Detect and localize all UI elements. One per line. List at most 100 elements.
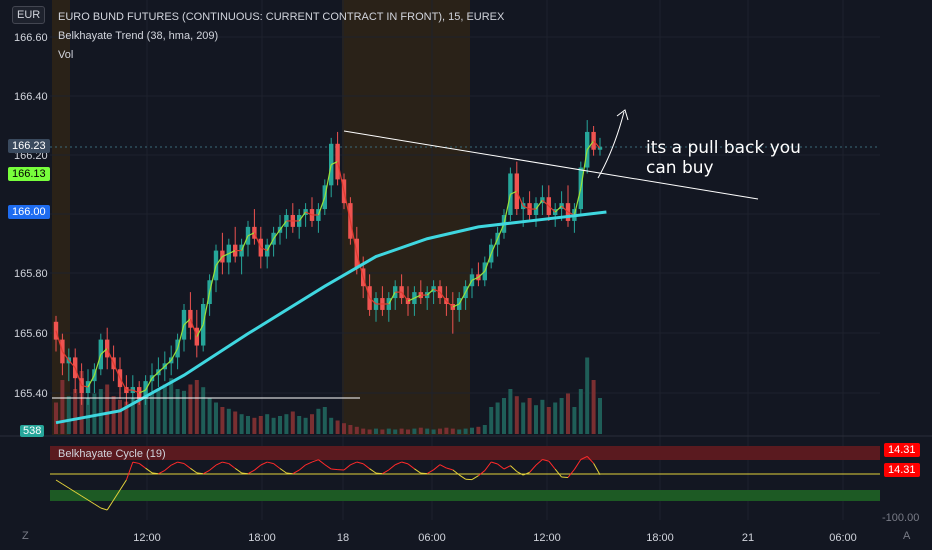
cycle-segment bbox=[100, 507, 108, 511]
cycle-segment bbox=[119, 479, 127, 491]
thin-trend-segment bbox=[189, 318, 198, 337]
thin-trend-segment bbox=[426, 288, 435, 296]
session-band bbox=[342, 0, 470, 435]
cycle-segment bbox=[132, 461, 140, 464]
cycle-oscillator bbox=[50, 446, 880, 511]
volume-bar bbox=[559, 398, 564, 434]
thin-trend-segment bbox=[586, 140, 595, 151]
cycle-segment bbox=[573, 459, 582, 470]
cycle-segment bbox=[369, 468, 377, 474]
volume-bar bbox=[92, 393, 97, 434]
cycle-segment bbox=[548, 460, 556, 470]
blue-price-badge: 166.00 bbox=[8, 205, 50, 219]
cycle-segment bbox=[491, 461, 498, 465]
cycle-segment bbox=[202, 469, 210, 475]
thin-trend-segment bbox=[273, 229, 281, 240]
volume-bar bbox=[201, 387, 206, 434]
cycle-segment bbox=[234, 467, 242, 474]
volume-bar bbox=[297, 416, 302, 434]
cycle-segment bbox=[190, 467, 198, 474]
cycle-segment bbox=[151, 472, 159, 475]
volume-bar bbox=[98, 389, 103, 434]
thin-trend-segment bbox=[100, 348, 108, 355]
thin-trend-segment bbox=[106, 348, 115, 364]
thin-trend-segment bbox=[554, 205, 563, 213]
cycle-segment bbox=[542, 459, 549, 462]
volume-bar bbox=[310, 414, 314, 434]
thin-trend-segment bbox=[516, 191, 524, 207]
cycle-segment bbox=[452, 469, 460, 476]
cycle-segment bbox=[439, 464, 447, 469]
volume-bar bbox=[233, 411, 238, 434]
thin-trend-segment bbox=[548, 205, 556, 213]
thin-trend-segment bbox=[573, 188, 582, 216]
volume-bar bbox=[60, 380, 65, 434]
volume-bar bbox=[386, 428, 391, 434]
cycle-segment bbox=[375, 472, 383, 475]
cycle-segment bbox=[395, 461, 402, 466]
volume-bar bbox=[527, 398, 532, 434]
volume-bar bbox=[578, 389, 583, 434]
timezone-toggle[interactable]: Z bbox=[22, 530, 29, 542]
oscillator-scale-label: -100.00 bbox=[882, 512, 920, 524]
cycle-segment bbox=[554, 468, 562, 478]
auto-scale-toggle[interactable]: A bbox=[903, 530, 911, 542]
volume-label[interactable]: Vol bbox=[58, 49, 74, 61]
overbought-zone bbox=[50, 446, 880, 460]
volume-bar bbox=[290, 411, 295, 434]
thin-trend-segment bbox=[151, 371, 159, 379]
x-tick-label: 21 bbox=[742, 532, 754, 544]
annotation-line-2: can buy bbox=[646, 158, 714, 178]
thin-trend-segment bbox=[74, 367, 83, 386]
thin-trend-segment bbox=[202, 292, 211, 325]
thin-trend-segment bbox=[279, 220, 287, 231]
volume-bar bbox=[143, 381, 148, 434]
cycle-segment bbox=[414, 468, 422, 474]
thin-trend-segment bbox=[145, 377, 153, 391]
cycle-segment bbox=[74, 491, 82, 497]
y-tick-label: 166.60 bbox=[14, 32, 48, 44]
cycle-segment bbox=[222, 461, 229, 465]
cycle-segment bbox=[433, 464, 441, 471]
thin-trend-segment bbox=[68, 359, 76, 369]
volume-bar bbox=[188, 384, 193, 434]
volume-bar bbox=[118, 399, 122, 434]
volume-bar bbox=[182, 390, 186, 434]
volume-bar bbox=[393, 429, 398, 434]
cycle-segment bbox=[286, 472, 293, 475]
thin-trend-segment bbox=[458, 291, 467, 305]
cycle-segment bbox=[586, 456, 594, 464]
thin-trend-segment bbox=[222, 253, 230, 258]
volume-bar bbox=[162, 384, 167, 434]
volume-bar bbox=[335, 420, 340, 434]
volume-bar bbox=[425, 428, 430, 434]
thin-trend-segment bbox=[439, 291, 447, 302]
thin-trend-segment bbox=[490, 238, 499, 254]
thin-trend-segment bbox=[138, 389, 146, 394]
currency-button[interactable]: EUR bbox=[12, 6, 46, 24]
cycle-segment bbox=[228, 463, 236, 469]
thin-trend-segment bbox=[164, 359, 172, 367]
volume-bar bbox=[329, 417, 334, 434]
cycle-segment bbox=[529, 464, 537, 473]
thin-trend-segment bbox=[407, 297, 415, 302]
annotation-text: its a pull back you can buy bbox=[646, 138, 801, 178]
volume-bar bbox=[246, 416, 250, 434]
thin-trend-segment bbox=[247, 232, 255, 237]
oscillator-label[interactable]: Belkhayate Cycle (19) bbox=[58, 448, 166, 460]
cycle-segment bbox=[183, 463, 191, 469]
volume-bars bbox=[54, 357, 602, 434]
thin-trend-segment bbox=[157, 365, 166, 373]
thin-trend-segment bbox=[561, 205, 569, 213]
thin-trend-segment bbox=[337, 161, 345, 192]
indicator-label[interactable]: Belkhayate Trend (38, hma, 209) bbox=[58, 30, 219, 42]
thin-trend-segment bbox=[522, 205, 530, 210]
trend-line-layer bbox=[55, 140, 607, 425]
candle-body bbox=[188, 309, 193, 328]
cycle-segment bbox=[267, 461, 274, 465]
cycle-segment bbox=[535, 459, 543, 466]
thin-trend-segment bbox=[510, 190, 518, 195]
volume-bar bbox=[278, 416, 282, 434]
volume-bar bbox=[367, 429, 372, 434]
